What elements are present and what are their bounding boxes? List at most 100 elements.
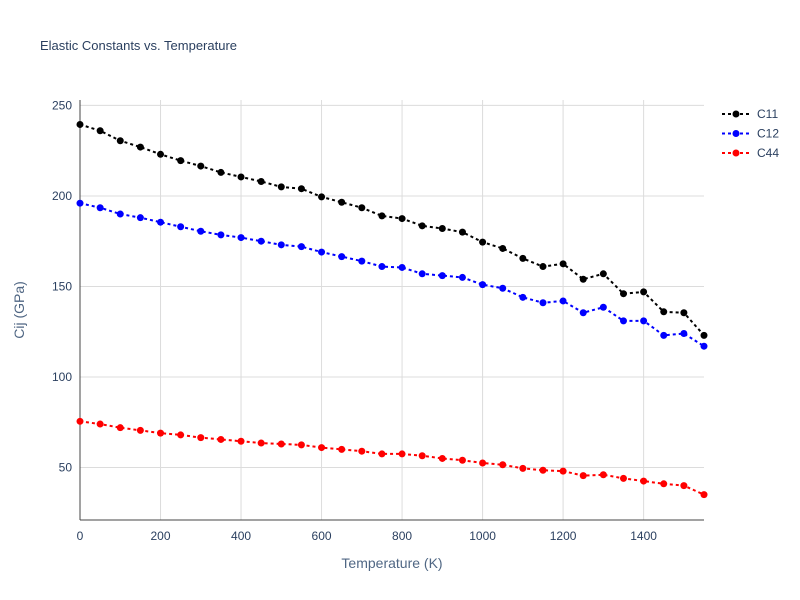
data-point-c44 xyxy=(499,461,507,469)
data-point-c12 xyxy=(398,263,406,271)
data-point-c11 xyxy=(479,238,487,246)
data-point-c12 xyxy=(700,342,708,350)
x-tick-label: 1400 xyxy=(630,529,657,543)
data-point-c11 xyxy=(378,212,386,220)
data-point-c44 xyxy=(539,466,547,474)
data-point-c12 xyxy=(96,204,104,212)
data-point-c12 xyxy=(680,330,688,338)
x-tick-label: 200 xyxy=(151,529,171,543)
data-point-c12 xyxy=(619,317,627,325)
data-point-c11 xyxy=(519,254,527,262)
data-point-c12 xyxy=(136,214,144,222)
data-point-c44 xyxy=(458,456,466,464)
data-point-c11 xyxy=(177,157,185,165)
data-point-c44 xyxy=(116,424,124,432)
data-point-c44 xyxy=(217,435,225,443)
data-point-c12 xyxy=(640,317,648,325)
data-point-c44 xyxy=(76,417,84,425)
data-point-c12 xyxy=(579,309,587,317)
data-point-c44 xyxy=(660,480,668,488)
legend-item-c44[interactable]: C44 xyxy=(722,146,779,160)
data-point-c11 xyxy=(640,288,648,296)
data-point-c12 xyxy=(237,234,245,242)
data-point-c12 xyxy=(660,331,668,339)
x-tick-label: 800 xyxy=(392,529,412,543)
data-point-c11 xyxy=(458,228,466,236)
data-point-c11 xyxy=(599,270,607,278)
data-point-c44 xyxy=(136,426,144,434)
data-point-c11 xyxy=(579,275,587,283)
y-tick-label: 50 xyxy=(59,461,73,475)
data-point-c11 xyxy=(700,331,708,339)
data-point-c12 xyxy=(76,199,84,207)
data-point-c12 xyxy=(599,303,607,311)
series-c44 xyxy=(76,417,708,499)
y-tick-label: 200 xyxy=(52,189,72,203)
data-point-c11 xyxy=(237,173,245,181)
data-point-c12 xyxy=(277,241,285,249)
data-point-c44 xyxy=(519,464,527,472)
data-point-c12 xyxy=(559,297,567,305)
series-line-c12 xyxy=(79,202,705,348)
data-point-c44 xyxy=(700,491,708,499)
data-point-c12 xyxy=(378,263,386,271)
data-point-c44 xyxy=(559,467,567,475)
data-point-c11 xyxy=(277,183,285,191)
legend-item-c11[interactable]: C11 xyxy=(722,107,778,121)
data-point-c11 xyxy=(197,162,205,170)
data-point-c11 xyxy=(559,260,567,268)
data-point-c12 xyxy=(217,231,225,239)
data-point-c44 xyxy=(479,459,487,467)
data-point-c11 xyxy=(318,193,326,201)
data-point-c11 xyxy=(660,308,668,316)
legend-swatch-marker xyxy=(732,110,740,118)
data-point-c11 xyxy=(257,177,265,185)
legend-item-c12[interactable]: C12 xyxy=(722,127,779,141)
data-point-c12 xyxy=(116,210,124,218)
data-point-c44 xyxy=(257,439,265,447)
data-point-c11 xyxy=(338,198,346,206)
data-point-c44 xyxy=(338,445,346,453)
data-point-c11 xyxy=(619,290,627,298)
data-point-c44 xyxy=(358,447,366,455)
data-point-c44 xyxy=(237,437,245,445)
data-point-c44 xyxy=(398,450,406,458)
data-point-c44 xyxy=(599,471,607,479)
data-point-c11 xyxy=(217,168,225,176)
x-tick-label: 0 xyxy=(77,529,84,543)
data-point-c44 xyxy=(177,431,185,439)
data-point-c44 xyxy=(157,429,165,437)
data-point-c11 xyxy=(116,137,124,145)
data-point-c11 xyxy=(680,309,688,317)
y-axis-title: Cij (GPa) xyxy=(11,281,27,339)
data-point-c44 xyxy=(197,434,205,442)
legend[interactable]: C11 C12 C44 xyxy=(722,107,779,160)
x-tick-label: 400 xyxy=(231,529,251,543)
data-point-c12 xyxy=(157,218,165,226)
data-point-c11 xyxy=(76,120,84,128)
data-point-c11 xyxy=(539,263,547,271)
data-point-c12 xyxy=(318,248,326,256)
data-point-c11 xyxy=(418,222,426,230)
data-point-c11 xyxy=(499,244,507,252)
data-point-c12 xyxy=(358,257,366,265)
x-tick-label: 600 xyxy=(312,529,332,543)
legend-label: C11 xyxy=(757,107,778,121)
data-point-c12 xyxy=(297,243,305,251)
data-point-c44 xyxy=(318,444,326,452)
data-point-c12 xyxy=(519,293,527,301)
data-point-c44 xyxy=(378,450,386,458)
series-c11 xyxy=(76,120,708,339)
data-point-c12 xyxy=(438,272,446,280)
data-point-c44 xyxy=(579,472,587,480)
data-point-c11 xyxy=(136,143,144,151)
data-point-c44 xyxy=(297,441,305,449)
data-point-c44 xyxy=(277,440,285,448)
data-point-c11 xyxy=(438,225,446,233)
data-point-c11 xyxy=(96,127,104,135)
data-point-c11 xyxy=(358,204,366,212)
series-line-c11 xyxy=(79,123,705,337)
data-point-c12 xyxy=(539,299,547,307)
chart-title: Elastic Constants vs. Temperature xyxy=(40,38,237,53)
